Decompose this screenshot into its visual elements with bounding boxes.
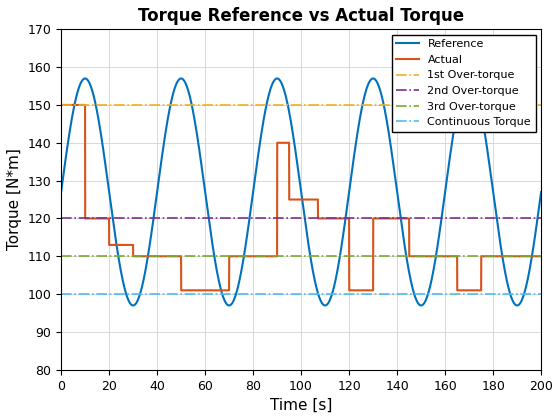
1st Over-torque [58,102,64,108]
3rd Over-torque [58,254,64,259]
Reference [82,76,88,81]
Reference [292,151,299,156]
Actual [152,254,158,259]
Legend: Reference, Actual, 1st Over-torque, 2nd Over-torque, 3rd Over-torque, Continuous: Reference, Actual, 1st Over-torque, 2nd … [392,35,535,131]
Title: Torque Reference vs Actual Torque: Torque Reference vs Actual Torque [138,7,464,25]
Y-axis label: Torque [N*m]: Torque [N*m] [7,149,22,250]
Reference [78,80,85,85]
1st Over-torque [60,102,67,108]
Actual [178,288,184,293]
Reference [512,302,519,307]
Actual [58,102,64,108]
Actual [86,216,93,221]
2nd Over-torque [60,216,67,221]
2nd Over-torque [58,216,64,221]
Line: Actual: Actual [61,105,541,290]
3rd Over-torque [60,254,67,259]
Continuous Torque [58,291,64,297]
Actual [292,197,299,202]
Reference [514,303,520,308]
Reference [58,189,64,194]
Actual [512,254,519,259]
Line: Reference: Reference [61,79,541,305]
X-axis label: Time [s]: Time [s] [270,398,332,413]
Actual [78,102,85,108]
Actual [538,254,544,259]
Actual [60,102,67,108]
Reference [152,203,158,208]
Continuous Torque [60,291,67,297]
Reference [538,189,544,194]
Reference [60,173,67,178]
Reference [86,81,93,87]
